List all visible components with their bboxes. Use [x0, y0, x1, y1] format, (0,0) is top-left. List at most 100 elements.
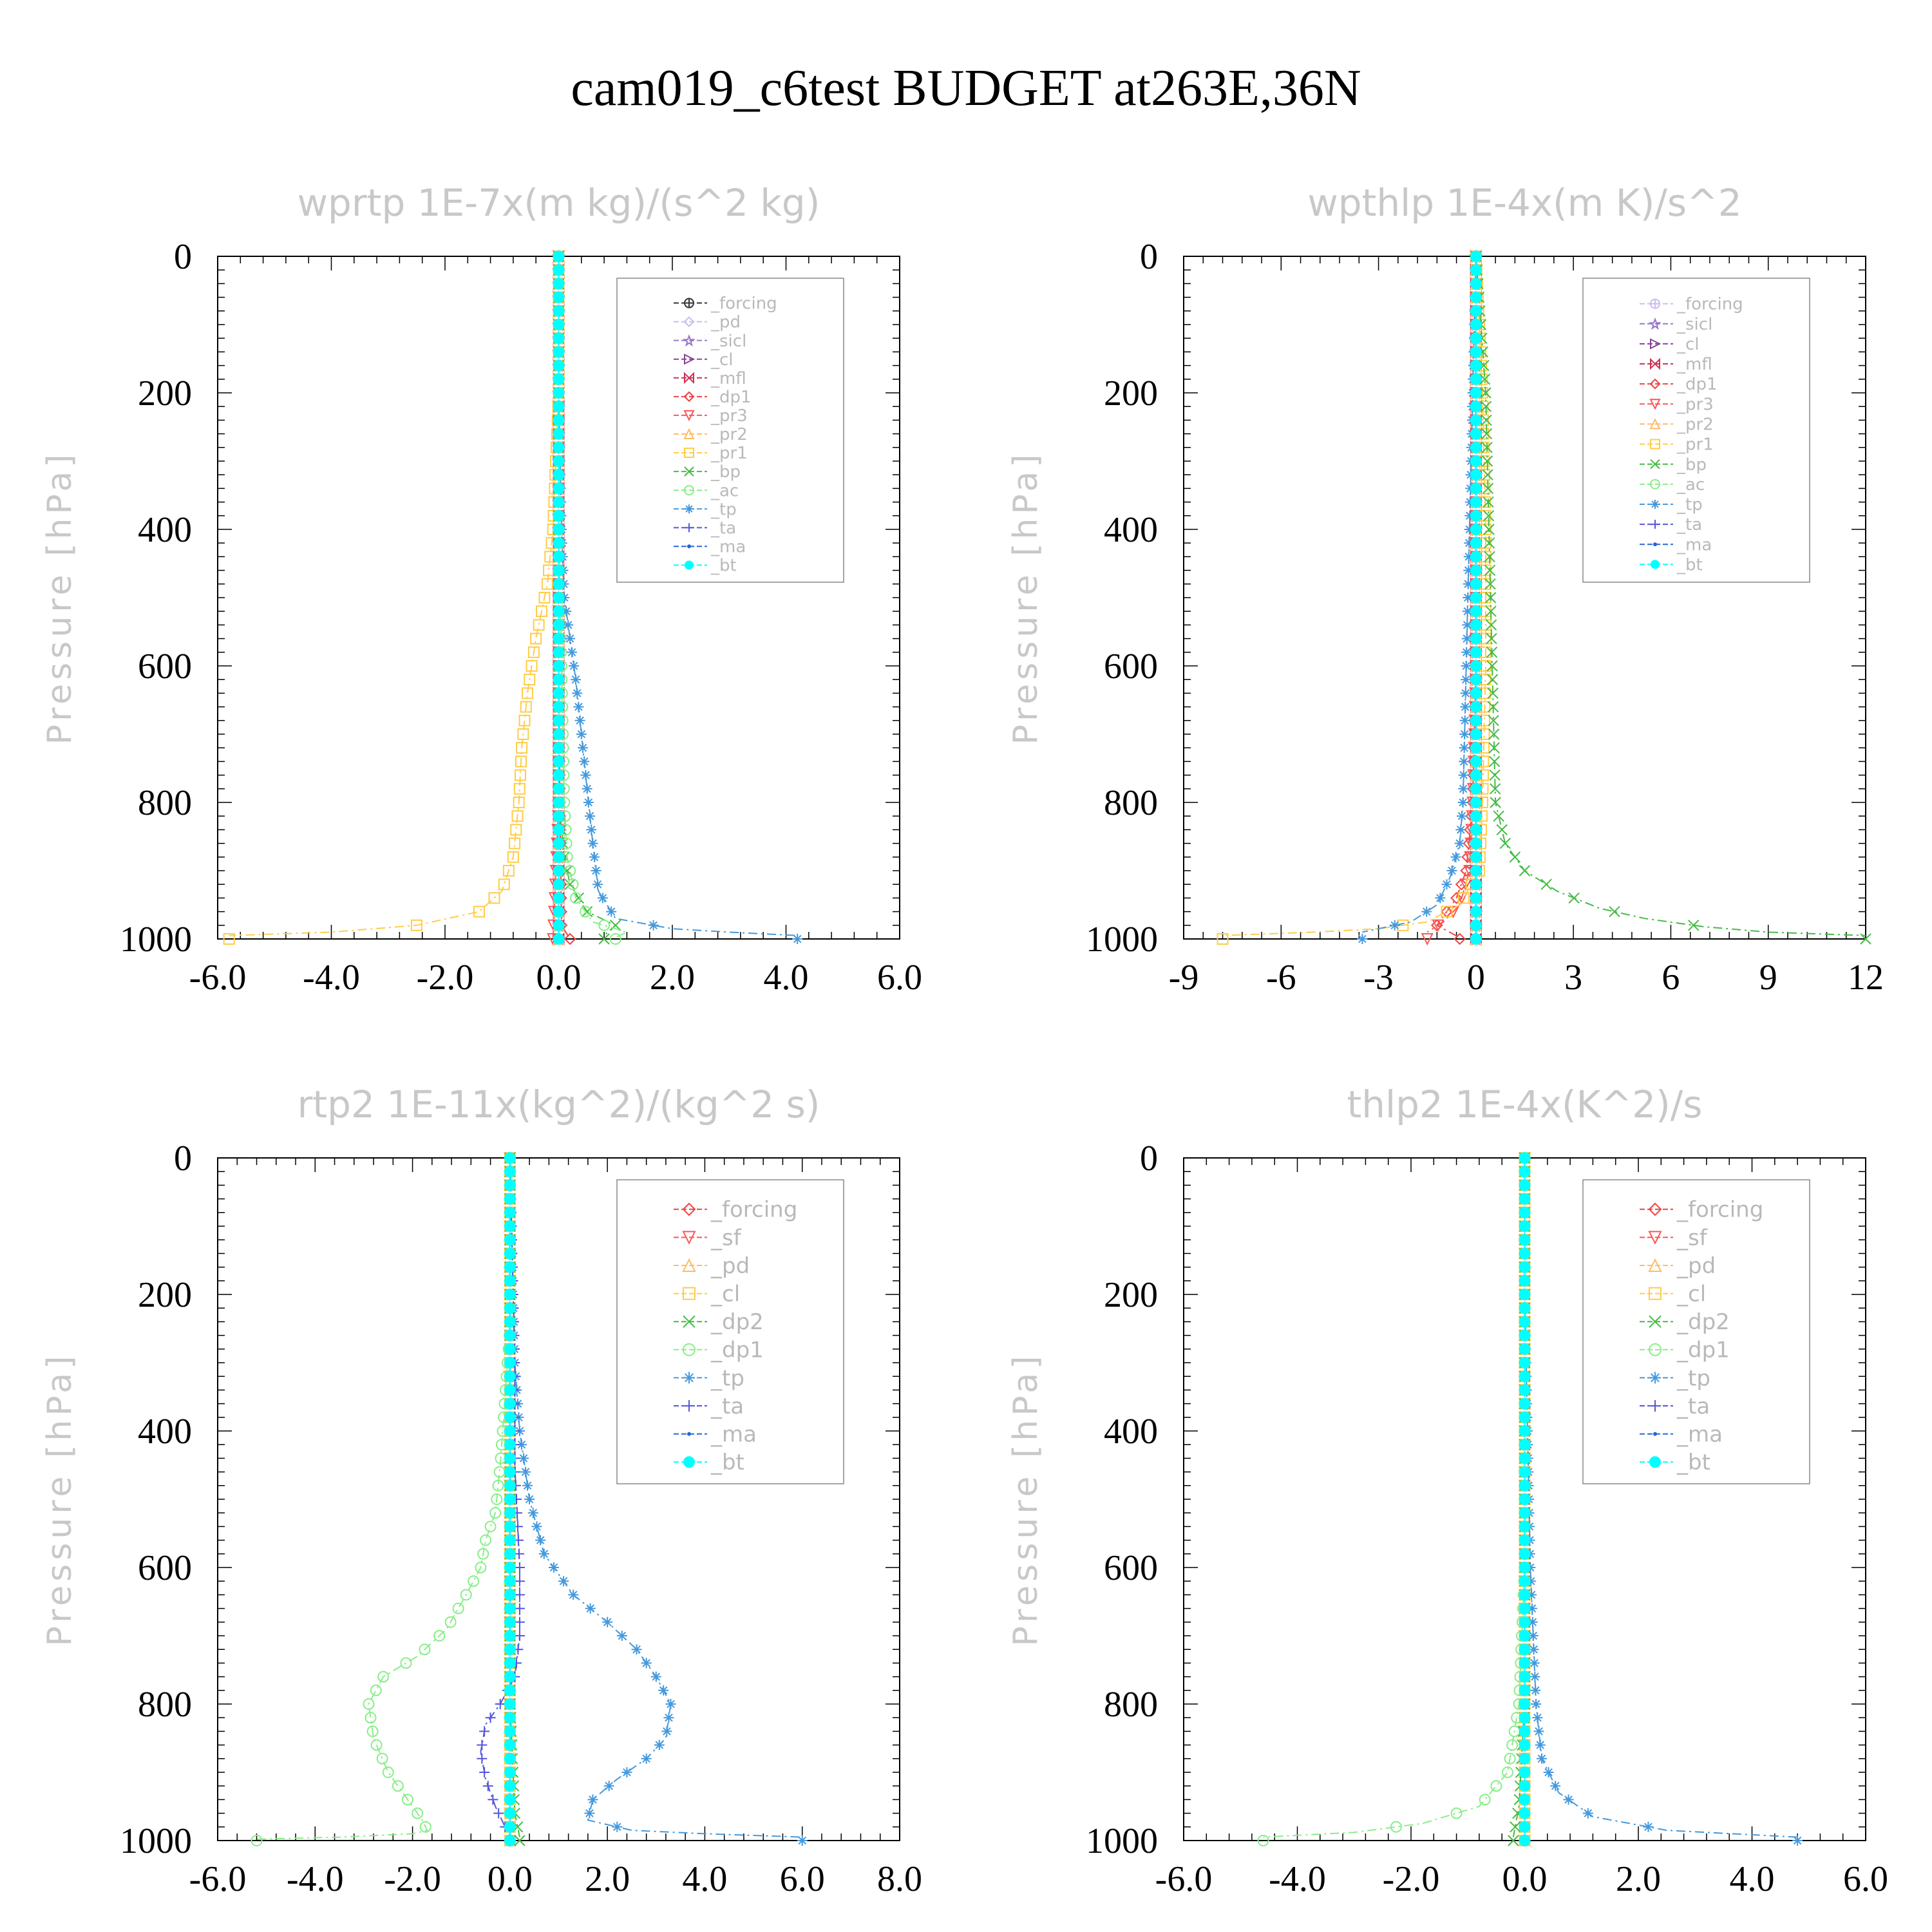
data-point: [586, 824, 597, 835]
legend-marker: [684, 448, 694, 459]
data-point: [553, 782, 565, 795]
data-point: [1532, 1712, 1543, 1723]
legend-label: _dp2: [710, 1309, 764, 1335]
legend-label: _bt: [710, 556, 737, 576]
panel-title: wprtp 1E-7x(m kg)/(s^2 kg): [298, 181, 820, 225]
y-tick-label: 1000: [120, 920, 192, 960]
data-point: [569, 661, 580, 671]
data-point: [488, 1794, 498, 1805]
y-tick-label: 800: [1104, 783, 1158, 823]
data-point: [572, 688, 583, 699]
data-point: [603, 1781, 614, 1792]
y-axis-label: Pressure [hPa]: [1007, 451, 1045, 745]
data-point: [553, 687, 565, 699]
data-point: [1457, 797, 1468, 808]
series-tp: [1357, 251, 1481, 944]
data-point: [410, 919, 422, 931]
data-point: [223, 933, 235, 945]
y-axis-label: Pressure [hPa]: [1007, 1352, 1045, 1647]
minor-ticks: [1183, 256, 1866, 940]
data-point: [1519, 1439, 1531, 1451]
data-point: [1519, 1835, 1531, 1846]
data-point: [468, 1575, 480, 1587]
legend-item: _bt: [674, 1450, 744, 1475]
legend-marker: [1649, 1400, 1661, 1412]
data-point: [579, 756, 590, 767]
legend-item: _ma: [1640, 1422, 1723, 1448]
data-point: [797, 1835, 808, 1846]
data-point: [489, 1507, 502, 1519]
series-dp1: [251, 1152, 516, 1846]
data-point: [504, 1821, 516, 1833]
data-point: [1450, 891, 1463, 904]
data-point: [504, 1152, 516, 1164]
data-point: [568, 1589, 579, 1600]
data-point: [504, 1835, 516, 1846]
data-point: [1609, 905, 1620, 918]
legend-label: _ma: [1676, 535, 1712, 554]
data-point: [504, 1616, 516, 1628]
data-point: [1454, 838, 1465, 849]
data-point: [553, 387, 565, 399]
legend-label: _ma: [710, 1422, 757, 1448]
data-point: [648, 920, 659, 931]
data-point: [1470, 373, 1482, 385]
data-point: [1470, 537, 1482, 549]
data-point: [602, 1616, 613, 1627]
data-point: [1470, 837, 1482, 849]
data-point: [553, 332, 565, 345]
data-point: [1470, 919, 1482, 931]
data-point: [504, 1179, 516, 1191]
data-point: [504, 1698, 516, 1710]
data-point: [792, 934, 803, 944]
data-point: [1470, 892, 1482, 904]
y-tick-label: 800: [138, 1685, 192, 1725]
data-point: [1519, 1316, 1531, 1328]
data-point: [1459, 878, 1472, 891]
data-point: [1470, 632, 1482, 645]
data-point: [1519, 1357, 1531, 1368]
legend-marker: [1649, 1456, 1661, 1468]
data-point: [1446, 866, 1457, 876]
series-bt: [1470, 251, 1482, 945]
data-point: [517, 728, 529, 740]
data-point: [1479, 374, 1491, 385]
data-point: [1470, 851, 1482, 863]
data-point: [553, 632, 565, 645]
legend-marker: [683, 1456, 695, 1468]
data-point: [1470, 251, 1482, 262]
data-point: [1519, 1752, 1531, 1765]
data-point: [1481, 442, 1493, 453]
legend-label: _mfl: [1676, 355, 1712, 374]
data-point: [1519, 1261, 1531, 1273]
data-point: [504, 1274, 516, 1287]
data-point: [1458, 783, 1469, 794]
legend-label: _forcing: [710, 1197, 797, 1223]
data-point: [514, 769, 526, 781]
data-point: [536, 605, 548, 618]
x-tick-label: 3: [1564, 958, 1582, 998]
legend-label: _cl: [710, 350, 734, 370]
y-tick-label: 1000: [1086, 920, 1158, 960]
data-point: [1470, 687, 1482, 699]
y-tick-label: 200: [138, 1275, 192, 1315]
data-point: [1519, 1343, 1531, 1355]
legend-label: _ma: [1676, 1422, 1723, 1448]
legend-label: _forcing: [1676, 1197, 1763, 1223]
data-point: [553, 646, 565, 658]
data-point: [493, 1808, 504, 1819]
data-point: [1529, 1658, 1540, 1669]
data-point: [402, 1794, 414, 1806]
data-point: [1459, 729, 1470, 739]
data-point: [584, 1808, 595, 1819]
data-point: [1519, 1602, 1531, 1615]
legend-marker: [1648, 1258, 1662, 1272]
data-point: [553, 905, 565, 918]
legend-item: _pd: [674, 313, 741, 332]
data-point: [1519, 1643, 1531, 1656]
legend-item: _pr3: [674, 406, 748, 426]
data-point: [484, 1520, 497, 1533]
data-point: [1526, 1603, 1537, 1614]
legend-label: _pd: [710, 313, 741, 332]
data-point: [514, 1603, 525, 1614]
